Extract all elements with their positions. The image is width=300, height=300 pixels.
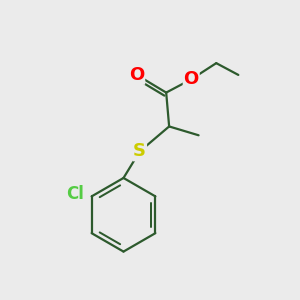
Text: O: O [184,70,199,88]
Text: O: O [129,66,144,84]
Text: S: S [133,142,146,160]
Text: Cl: Cl [67,185,84,203]
